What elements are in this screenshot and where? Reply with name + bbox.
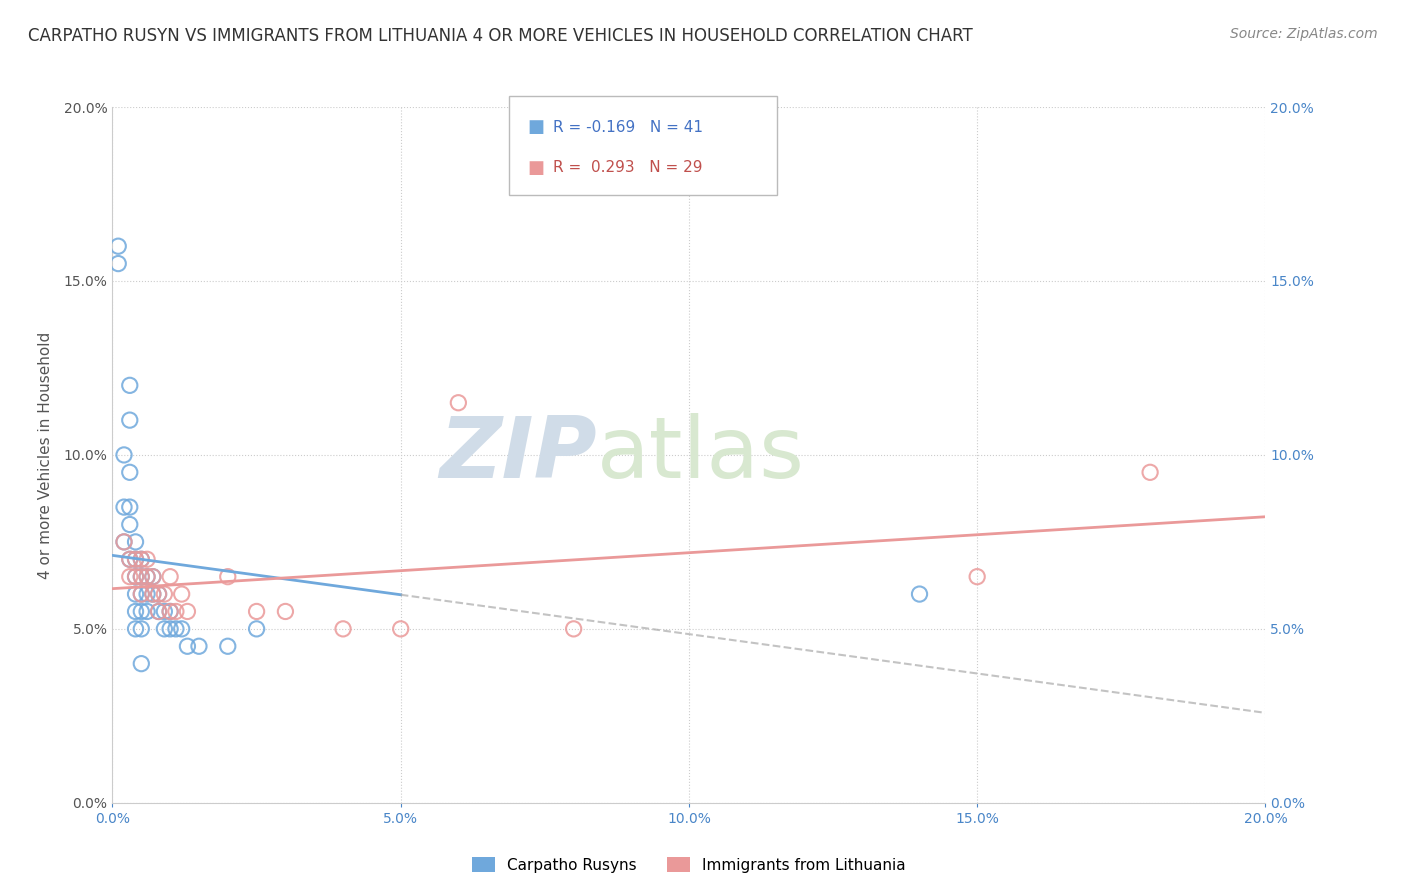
Point: [118, 552, 141, 566]
Point: [136, 587, 159, 601]
Point: [148, 605, 170, 619]
Point: [129, 587, 153, 601]
Point: [332, 622, 354, 636]
Point: [136, 552, 159, 566]
Point: [112, 534, 135, 549]
Point: [170, 587, 193, 601]
Text: ■: ■: [527, 119, 544, 136]
Text: CARPATHO RUSYN VS IMMIGRANTS FROM LITHUANIA 4 OR MORE VEHICLES IN HOUSEHOLD CORR: CARPATHO RUSYN VS IMMIGRANTS FROM LITHUA…: [28, 27, 973, 45]
Point: [165, 622, 187, 636]
Point: [118, 570, 141, 584]
Point: [153, 622, 176, 636]
Point: [118, 378, 141, 392]
Point: [118, 413, 141, 427]
Point: [148, 587, 170, 601]
Point: [176, 605, 198, 619]
Point: [136, 570, 159, 584]
Point: [129, 622, 153, 636]
Legend: Carpatho Rusyns, Immigrants from Lithuania: Carpatho Rusyns, Immigrants from Lithuan…: [465, 850, 912, 879]
Point: [1139, 466, 1161, 480]
Text: atlas: atlas: [596, 413, 804, 497]
Point: [159, 570, 181, 584]
Point: [142, 570, 165, 584]
Text: R =  0.293   N = 29: R = 0.293 N = 29: [553, 161, 702, 176]
Point: [447, 396, 470, 410]
Point: [118, 552, 141, 566]
Point: [153, 587, 176, 601]
Point: [159, 622, 181, 636]
Point: [159, 605, 181, 619]
Point: [188, 639, 211, 653]
Point: [217, 639, 239, 653]
Point: [107, 239, 129, 253]
Point: [118, 517, 141, 532]
Point: [118, 466, 141, 480]
Point: [124, 552, 146, 566]
Point: [129, 552, 153, 566]
Point: [129, 570, 153, 584]
Point: [136, 570, 159, 584]
Point: [112, 500, 135, 514]
Point: [124, 570, 146, 584]
Point: [136, 605, 159, 619]
Point: [142, 587, 165, 601]
Point: [142, 570, 165, 584]
Point: [148, 605, 170, 619]
Point: [112, 448, 135, 462]
Text: ■: ■: [527, 159, 544, 177]
Point: [170, 622, 193, 636]
Point: [908, 587, 931, 601]
Point: [129, 587, 153, 601]
Point: [165, 605, 187, 619]
Point: [245, 622, 267, 636]
Point: [112, 534, 135, 549]
Y-axis label: 4 or more Vehicles in Household: 4 or more Vehicles in Household: [38, 331, 52, 579]
Point: [129, 605, 153, 619]
Point: [124, 552, 146, 566]
Point: [129, 657, 153, 671]
Point: [274, 605, 297, 619]
Point: [245, 605, 267, 619]
Point: [129, 570, 153, 584]
Point: [118, 500, 141, 514]
Point: [389, 622, 412, 636]
Point: [176, 639, 198, 653]
Point: [129, 552, 153, 566]
Point: [217, 570, 239, 584]
Point: [124, 587, 146, 601]
Text: Source: ZipAtlas.com: Source: ZipAtlas.com: [1230, 27, 1378, 41]
Point: [159, 605, 181, 619]
Point: [142, 587, 165, 601]
Point: [124, 534, 146, 549]
Point: [562, 622, 585, 636]
Point: [124, 570, 146, 584]
Point: [153, 605, 176, 619]
Text: R = -0.169   N = 41: R = -0.169 N = 41: [553, 120, 703, 135]
Text: ZIP: ZIP: [439, 413, 596, 497]
Point: [148, 587, 170, 601]
Point: [124, 622, 146, 636]
Point: [966, 570, 988, 584]
Point: [124, 605, 146, 619]
Point: [107, 256, 129, 270]
